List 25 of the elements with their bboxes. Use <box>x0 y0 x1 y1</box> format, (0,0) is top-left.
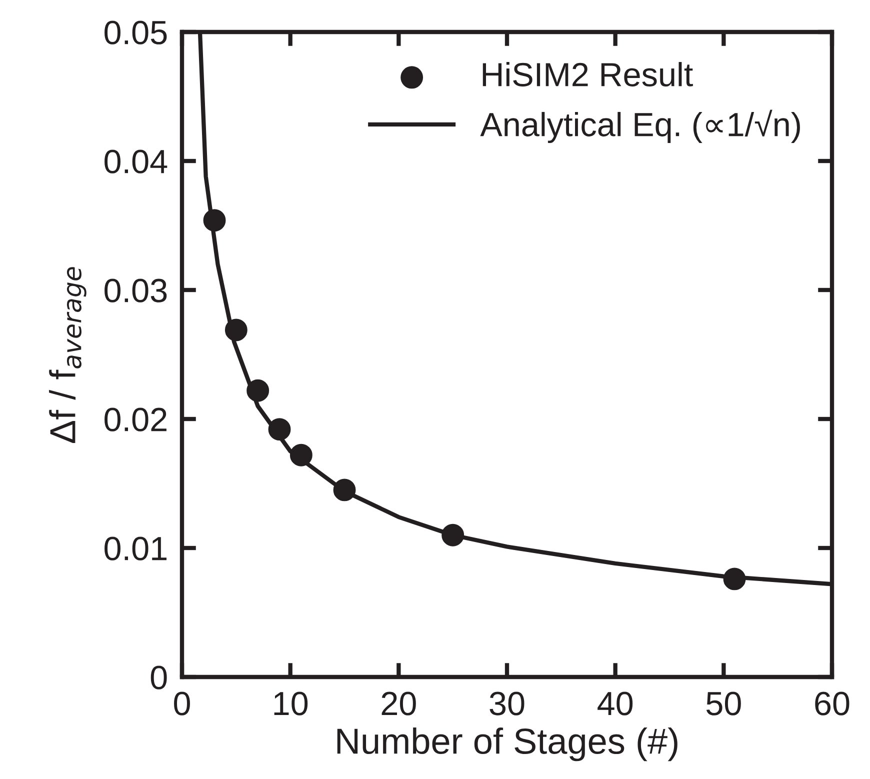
x-tick-label: 10 <box>274 692 308 716</box>
legend-label: Analytical Eq. (∝1/√n) <box>480 110 800 144</box>
point <box>442 524 464 546</box>
y-tick-label: 0.04 <box>104 150 168 174</box>
point <box>290 444 312 466</box>
x-tick-label: 0 <box>174 692 190 716</box>
point <box>224 318 248 342</box>
point <box>203 209 226 232</box>
point <box>268 418 291 441</box>
x-tick-label: 40 <box>598 692 633 716</box>
y-tick-label: 0.03 <box>104 278 167 302</box>
point <box>723 568 746 590</box>
y-tick-label: 0.05 <box>104 20 167 44</box>
legend-label: HiSIM2 Result <box>482 62 693 86</box>
x-axis-title: Number of Stages (#) <box>337 728 678 762</box>
x-tick-label: 20 <box>382 692 416 716</box>
point <box>333 478 356 502</box>
x-tick-label: 50 <box>706 692 741 716</box>
y-tick-label: 0.01 <box>104 536 166 560</box>
y-tick-label: 0 <box>150 666 167 690</box>
y-tick-label: 0.02 <box>104 408 166 432</box>
x-tick-label: 30 <box>490 692 524 716</box>
y-axis-title: Δf / f$_{average}$ <box>49 267 86 443</box>
x-tick-label: 60 <box>815 692 850 716</box>
point <box>246 379 270 402</box>
